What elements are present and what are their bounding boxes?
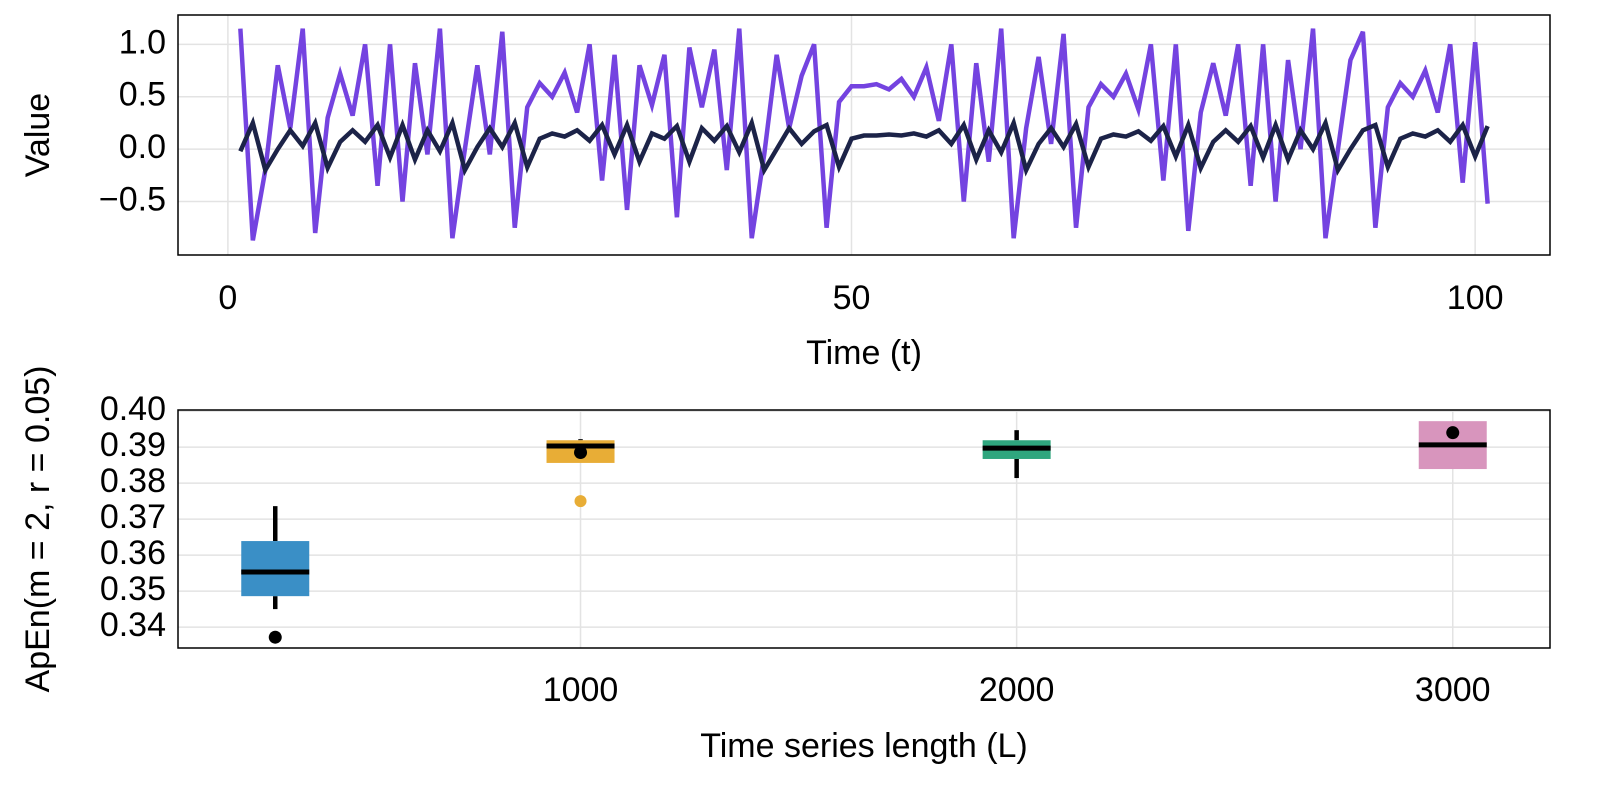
outlier: [574, 495, 587, 508]
x-axis-label: Time (t): [806, 334, 922, 372]
y-tick-label: 0.0: [119, 128, 166, 166]
line-series: [238, 28, 1490, 241]
y-tick-label: 0.38: [100, 462, 166, 500]
y-axis-label: ApEn(m = 2, r = 0.05): [19, 366, 57, 693]
point: [268, 630, 282, 644]
y-tick-label: 0.35: [100, 570, 166, 608]
y-tick-label: 0.5: [119, 76, 166, 114]
y-tick-label: 0.39: [100, 426, 166, 464]
x-tick-label: 1000: [543, 671, 619, 709]
y-tick-label: 1.0: [119, 23, 166, 61]
x-tick-label: 50: [833, 279, 871, 317]
x-tick-label: 0: [218, 279, 237, 317]
y-tick-label: −0.5: [99, 181, 166, 219]
y-tick-label: 0.37: [100, 498, 166, 536]
y-tick-label: 0.40: [100, 390, 166, 428]
point: [574, 445, 588, 459]
x-tick-label: 3000: [1415, 671, 1491, 709]
x-tick-label: 2000: [979, 671, 1055, 709]
x-axis-label: Time series length (L): [700, 727, 1028, 765]
box: [241, 541, 310, 597]
y-tick-label: 0.36: [100, 534, 166, 572]
y-tick-label: 0.34: [100, 606, 166, 644]
line-series: [238, 116, 1490, 177]
plot-area: [241, 421, 1487, 644]
axes-frame: [177, 409, 1551, 649]
y-axis-label: Value: [19, 93, 57, 177]
axes-frame: [177, 14, 1551, 256]
point: [1446, 426, 1460, 440]
x-tick-label: 100: [1447, 279, 1504, 317]
plot-area: [238, 28, 1490, 241]
